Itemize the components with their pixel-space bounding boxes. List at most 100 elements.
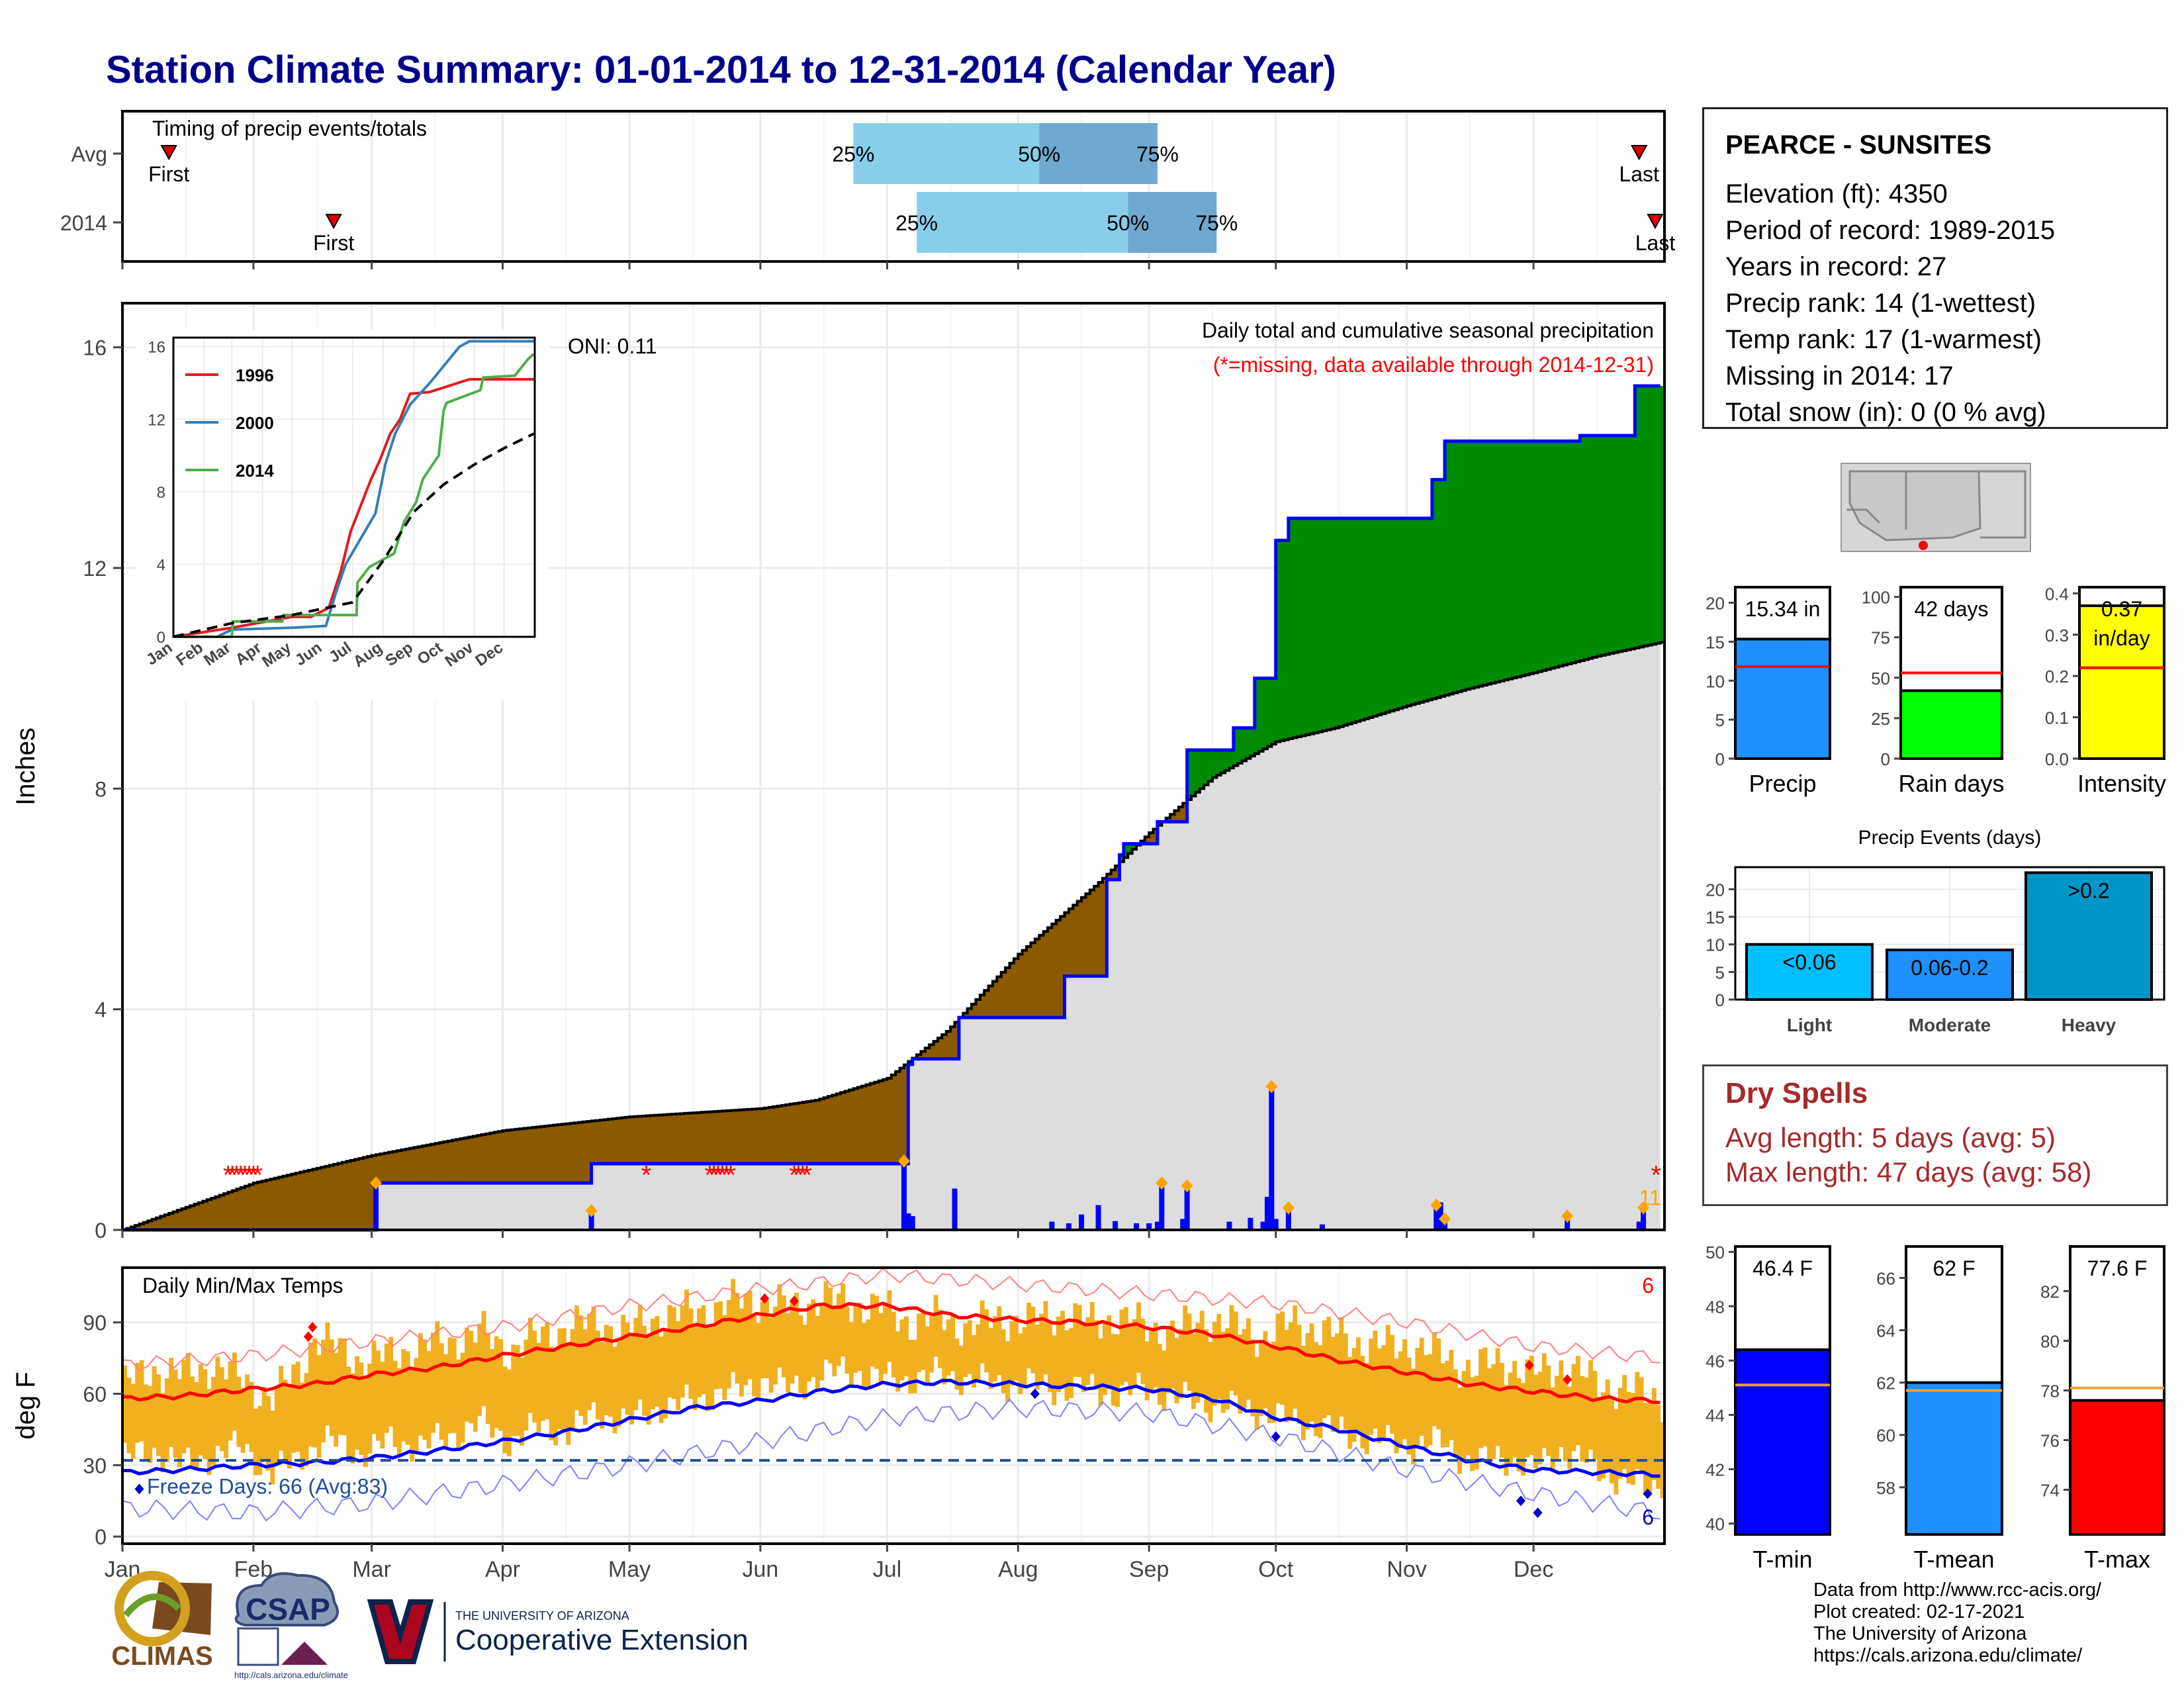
daily-temp-bar <box>384 1343 389 1433</box>
above-average-fill <box>1550 441 1555 669</box>
below-average-fill <box>701 1112 706 1164</box>
daily-temp-bar <box>1039 1313 1044 1383</box>
below-average-fill <box>1170 814 1175 822</box>
y-tick-label: 10 <box>1706 671 1725 691</box>
above-average-fill <box>1259 678 1264 751</box>
panel-title: Timing of precip events/totals <box>152 117 427 140</box>
daily-temp-bar <box>578 1315 584 1416</box>
below-average-fill <box>878 1080 884 1164</box>
daily-temp-bar <box>1495 1348 1500 1446</box>
daily-temp-bar <box>713 1302 719 1389</box>
daily-temp-bar <box>1385 1325 1390 1425</box>
below-average-fill <box>545 1126 550 1184</box>
below-average-fill <box>954 1022 960 1059</box>
daily-temp-bar <box>841 1283 846 1357</box>
x-tick-label: Jul <box>873 1557 901 1582</box>
locator-map <box>1841 463 2031 552</box>
below-average-fill <box>883 1079 888 1164</box>
above-average-fill <box>1436 479 1441 698</box>
daily-temp-bar <box>520 1358 524 1446</box>
logos: CLIMAS CSAP http://cals.arizona.edu/clim… <box>111 1571 749 1680</box>
y-axis-label: deg F <box>11 1372 40 1439</box>
daily-temp-bar <box>887 1290 892 1362</box>
last-event-marker <box>1631 145 1648 161</box>
above-average-fill <box>1537 441 1543 672</box>
daily-precip-bar <box>1285 1207 1291 1230</box>
daily-temp-bar <box>1546 1365 1551 1456</box>
below-average-fill <box>506 1130 512 1184</box>
ua-top-text: THE UNIVERSITY OF ARIZONA <box>455 1609 629 1622</box>
daily-temp-bar <box>1288 1322 1293 1419</box>
event-marker <box>1282 1201 1295 1215</box>
below-average-fill <box>359 1158 364 1230</box>
below-average-fill <box>1009 963 1015 1018</box>
daily-temp-bar <box>1056 1316 1061 1392</box>
daily-temp-bar <box>1440 1363 1445 1448</box>
value-label: 15.34 in <box>1745 597 1821 621</box>
daily-precip-bar <box>1180 1219 1186 1230</box>
daily-temp-bar <box>350 1373 355 1464</box>
daily-temp-bar <box>1525 1359 1530 1458</box>
below-average-fill <box>266 1180 271 1230</box>
record-high-marker <box>308 1321 318 1333</box>
below-average-fill <box>743 1109 749 1164</box>
y-tick-label: 8 <box>157 484 165 502</box>
below-average-fill <box>325 1166 330 1230</box>
below-average-fill <box>431 1144 435 1184</box>
above-average-fill <box>1157 821 1162 825</box>
daily-temp-bar <box>1449 1350 1454 1440</box>
daily-temp-bar <box>1318 1345 1323 1438</box>
below-average-fill <box>604 1119 609 1164</box>
average-max-line <box>122 1301 1661 1405</box>
daily-temp-bar <box>363 1379 368 1468</box>
below-average-fill <box>520 1129 525 1184</box>
below-average-fill <box>329 1165 334 1230</box>
x-tick-label: Nov <box>1387 1557 1426 1582</box>
below-average-fill <box>756 1109 761 1164</box>
below-average-fill <box>135 1225 140 1230</box>
daily-temp-bar <box>270 1410 275 1485</box>
above-average-fill <box>1639 386 1644 647</box>
daily-precip-bar <box>1134 1223 1140 1230</box>
daily-temp-bar <box>1605 1380 1610 1470</box>
above-average-fill <box>1330 518 1336 729</box>
climas-wordmark: CLIMAS <box>111 1642 212 1671</box>
daily-temp-bar <box>1013 1315 1019 1381</box>
daily-temp-bar <box>1647 1401 1653 1495</box>
above-average-fill <box>1284 540 1289 740</box>
above-average-fill <box>1470 441 1475 688</box>
above-average-fill <box>1610 436 1614 654</box>
above-average-fill <box>1630 436 1635 649</box>
below-average-fill <box>1073 905 1078 976</box>
station-info-box: PEARCE - SUNSITES Elevation (ft): 4350 P… <box>1702 107 2168 429</box>
p50-label: 50% <box>1107 211 1149 235</box>
daily-temp-bar <box>1165 1327 1171 1393</box>
timing-panel: Timing of precip events/totals Avg 25% 50% 7… <box>60 110 1675 269</box>
daily-temp-bar <box>1622 1375 1627 1470</box>
row-label: Avg <box>71 142 107 166</box>
daily-temp-bar <box>895 1331 901 1392</box>
daily-temp-bar <box>451 1338 457 1433</box>
daily-temp-bar <box>1563 1378 1568 1462</box>
p75-label: 75% <box>1195 211 1238 235</box>
record-low-marker <box>1643 1488 1653 1499</box>
missing-asterisk: * <box>641 1161 652 1190</box>
daily-temp-bar <box>1022 1327 1027 1389</box>
daily-temp-bar <box>405 1351 410 1445</box>
value-label: 42 days <box>1914 597 1988 621</box>
ua-main-text: Cooperative Extension <box>455 1624 749 1656</box>
below-average-fill <box>899 1068 905 1164</box>
y-tick-label: 48 <box>1706 1297 1725 1317</box>
info-line: Period of record: 1989-2015 <box>1725 216 2056 245</box>
record-high-marker <box>789 1295 799 1307</box>
daily-temp-bar <box>1191 1333 1196 1409</box>
above-average-fill <box>1555 441 1560 667</box>
below-average-fill <box>169 1213 174 1230</box>
below-average-fill <box>316 1168 322 1230</box>
below-average-fill <box>874 1082 880 1164</box>
y-tick-label: 12 <box>148 411 165 429</box>
info-line: Precip rank: 14 (1-wettest) <box>1725 289 2036 318</box>
daily-temp-bar <box>266 1395 271 1471</box>
y-tick-label: 0.4 <box>2045 584 2069 604</box>
